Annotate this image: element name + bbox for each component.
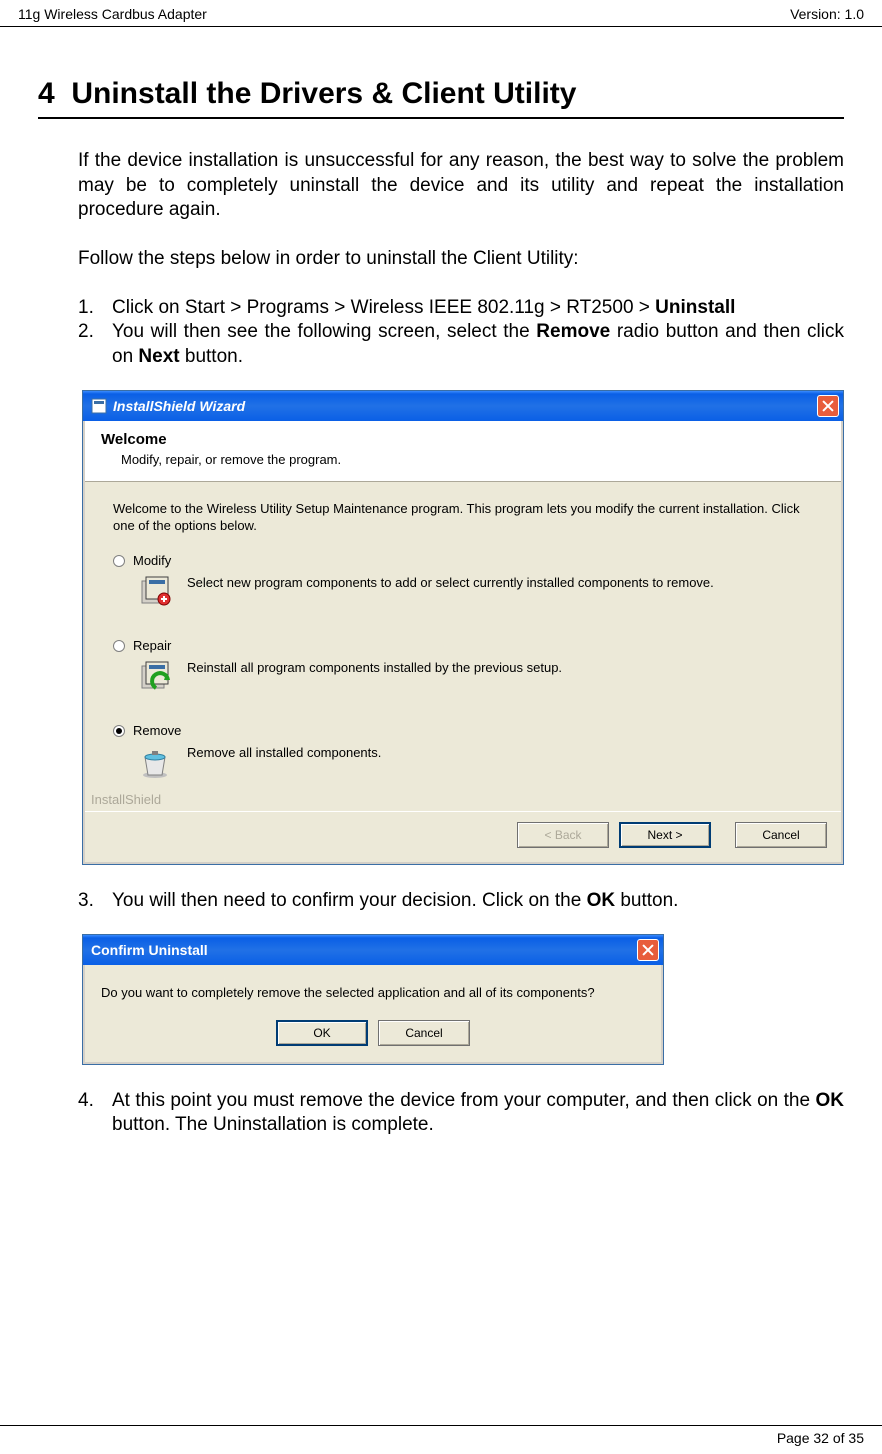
- welcome-subtitle: Modify, repair, or remove the program.: [121, 452, 825, 467]
- radio-modify[interactable]: [113, 555, 125, 567]
- titlebar-text: InstallShield Wizard: [91, 398, 245, 414]
- close-button[interactable]: [817, 395, 839, 417]
- option-repair-desc-row: Reinstall all program components install…: [137, 659, 813, 695]
- titlebar[interactable]: Confirm Uninstall: [83, 935, 663, 965]
- step-list: 1. Click on Start > Programs > Wireless …: [78, 296, 844, 370]
- option-repair[interactable]: Repair: [113, 638, 813, 653]
- option-label: Modify: [133, 553, 171, 568]
- option-modify[interactable]: Modify: [113, 553, 813, 568]
- titlebar-text: Confirm Uninstall: [91, 942, 208, 958]
- section-number: 4: [38, 77, 55, 110]
- list-item: 1. Click on Start > Programs > Wireless …: [78, 296, 844, 321]
- section-title-text: Uninstall the Drivers & Client Utility: [71, 77, 576, 110]
- step-number: 4.: [78, 1089, 112, 1138]
- step-body: At this point you must remove the device…: [112, 1089, 844, 1138]
- wizard-body: Welcome Modify, repair, or remove the pr…: [83, 421, 843, 864]
- wizard-icon: [91, 398, 107, 414]
- option-desc: Select new program components to add or …: [187, 574, 714, 592]
- step-list-4: 4. At this point you must remove the dev…: [78, 1089, 844, 1138]
- page-header: 11g Wireless Cardbus Adapter Version: 1.…: [0, 0, 882, 27]
- step-body: Click on Start > Programs > Wireless IEE…: [112, 296, 844, 321]
- ok-button[interactable]: OK: [276, 1020, 368, 1046]
- installshield-brand: InstallShield: [91, 792, 841, 807]
- welcome-title: Welcome: [101, 431, 825, 448]
- confirm-body: Do you want to completely remove the sel…: [83, 965, 663, 1064]
- list-item: 4. At this point you must remove the dev…: [78, 1089, 844, 1138]
- intro-paragraph-2: Follow the steps below in order to unins…: [78, 247, 844, 272]
- remove-icon: [137, 744, 173, 780]
- header-right: Version: 1.0: [790, 6, 864, 22]
- list-item: 2. You will then see the following scree…: [78, 320, 844, 369]
- wizard-button-row: < Back Next > Cancel: [85, 811, 841, 862]
- close-button[interactable]: [637, 939, 659, 961]
- step-number: 3.: [78, 889, 112, 914]
- back-button: < Back: [517, 822, 609, 848]
- section-title: 4 Uninstall the Drivers & Client Utility: [38, 77, 844, 119]
- wizard-intro: Welcome to the Wireless Utility Setup Ma…: [113, 500, 813, 535]
- option-label: Repair: [133, 638, 171, 653]
- option-modify-desc-row: Select new program components to add or …: [137, 574, 813, 610]
- option-remove-desc-row: Remove all installed components.: [137, 744, 813, 780]
- page-content: 4 Uninstall the Drivers & Client Utility…: [0, 27, 882, 1138]
- titlebar[interactable]: InstallShield Wizard: [83, 391, 843, 421]
- confirm-uninstall-dialog: Confirm Uninstall Do you want to complet…: [82, 934, 664, 1065]
- step-number: 1.: [78, 296, 112, 321]
- page-footer: Page 32 of 35: [0, 1425, 882, 1446]
- welcome-banner: Welcome Modify, repair, or remove the pr…: [85, 421, 841, 482]
- page-number: Page 32 of 35: [777, 1430, 864, 1446]
- repair-icon: [137, 659, 173, 695]
- step-body: You will then need to confirm your decis…: [112, 889, 844, 914]
- close-icon: [822, 400, 834, 412]
- confirm-button-row: OK Cancel: [101, 1020, 645, 1046]
- intro-paragraph-1: If the device installation is unsuccessf…: [78, 149, 844, 223]
- step-list-3: 3. You will then need to confirm your de…: [78, 889, 844, 914]
- step-number: 2.: [78, 320, 112, 369]
- option-remove[interactable]: Remove: [113, 723, 813, 738]
- option-desc: Remove all installed components.: [187, 744, 381, 762]
- step-body: You will then see the following screen, …: [112, 320, 844, 369]
- modify-icon: [137, 574, 173, 610]
- next-button[interactable]: Next >: [619, 822, 711, 848]
- cancel-button[interactable]: Cancel: [378, 1020, 470, 1046]
- option-label: Remove: [133, 723, 181, 738]
- wizard-inner: Welcome to the Wireless Utility Setup Ma…: [85, 482, 841, 792]
- radio-repair[interactable]: [113, 640, 125, 652]
- header-left: 11g Wireless Cardbus Adapter: [18, 6, 207, 22]
- radio-remove[interactable]: [113, 725, 125, 737]
- confirm-message: Do you want to completely remove the sel…: [101, 985, 645, 1000]
- installshield-wizard-dialog: InstallShield Wizard Welcome Modify, rep…: [82, 390, 844, 865]
- list-item: 3. You will then need to confirm your de…: [78, 889, 844, 914]
- option-desc: Reinstall all program components install…: [187, 659, 562, 677]
- close-icon: [642, 944, 654, 956]
- cancel-button[interactable]: Cancel: [735, 822, 827, 848]
